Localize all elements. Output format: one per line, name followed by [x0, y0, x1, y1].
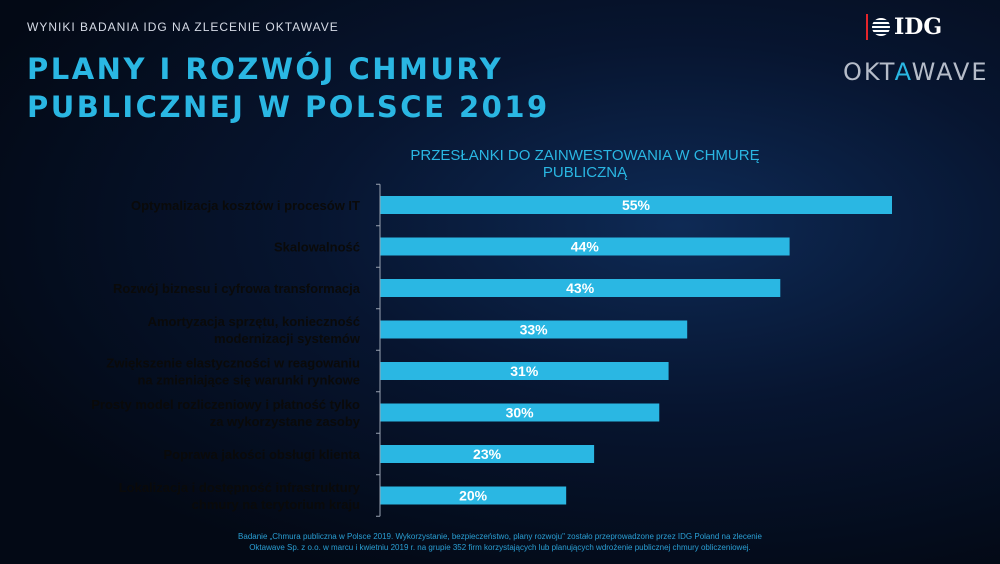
- slide-title-line-2: PUBLICZNEJ W POLSCE 2019: [27, 90, 550, 124]
- idg-logo: IDG: [866, 12, 942, 42]
- category-label: Zwiększenie elastyczności w reagowaniu: [106, 356, 360, 371]
- bar-value-label: 31%: [510, 363, 539, 379]
- category-label: Rozwój biznesu i cyfrowa transformacja: [113, 281, 361, 296]
- oktawave-logo: OKTAWAVE: [843, 58, 989, 86]
- bar: [380, 279, 781, 297]
- slide-title-line-1: PLANY I ROZWÓJ CHMURY: [27, 52, 504, 86]
- category-label: Optymalizacja kosztów i procesów IT: [131, 198, 360, 213]
- oktawave-logo-accent: A: [894, 58, 912, 86]
- category-label: Lokalizacja i dostępność infrastruktury: [119, 480, 361, 495]
- bar-value-label: 44%: [571, 239, 600, 255]
- footnote-line-2: Oktawave Sp. z o.o. w marcu i kwietniu 2…: [249, 543, 751, 552]
- globe-icon: [872, 18, 890, 36]
- footnote-line-1: Badanie „Chmura publiczna w Polsce 2019.…: [238, 532, 762, 541]
- bar: [380, 445, 595, 463]
- category-label: na zmieniające się warunki rynkowe: [137, 373, 360, 388]
- bar-value-label: 30%: [506, 405, 535, 421]
- bar: [380, 320, 688, 339]
- bar-value-label: 23%: [473, 446, 502, 462]
- category-label: Prosty model rozliczeniowy i płatność ty…: [91, 397, 360, 412]
- bar: [380, 237, 790, 256]
- bar: [380, 486, 567, 505]
- bar: [380, 362, 669, 380]
- bar-value-label: 55%: [622, 197, 651, 213]
- category-label: Amortyzacja sprzętu, konieczność: [148, 314, 360, 329]
- category-label: za wykorzystane zasoby: [210, 414, 361, 429]
- study-footnote: Badanie „Chmura publiczna w Polsce 2019.…: [0, 531, 1000, 553]
- oktawave-logo-post: WAVE: [911, 58, 989, 86]
- idg-logo-bar: [866, 14, 868, 40]
- bar: [380, 403, 660, 422]
- category-label: chmury na terytorium kraju: [192, 497, 360, 512]
- report-eyebrow: WYNIKI BADANIA IDG NA ZLECENIE OKTAWAVE: [27, 20, 339, 34]
- category-label: Poprawa jakości obsługi klienta: [163, 447, 360, 462]
- chart-title: PRZESŁANKI DO ZAINWESTOWANIA W CHMURĘ PU…: [410, 147, 760, 181]
- slide-title: PLANY I ROZWÓJ CHMURY PUBLICZNEJ W POLSC…: [27, 50, 550, 126]
- bar-value-label: 20%: [459, 488, 488, 504]
- category-label: modernizacji systemów: [214, 331, 361, 346]
- idg-logo-text: IDG: [894, 14, 943, 40]
- bar-value-label: 33%: [520, 322, 549, 338]
- bar-value-label: 43%: [566, 280, 595, 296]
- oktawave-logo-pre: OKT: [843, 58, 895, 86]
- category-label: Skalowalność: [274, 240, 360, 255]
- bar: [380, 196, 892, 214]
